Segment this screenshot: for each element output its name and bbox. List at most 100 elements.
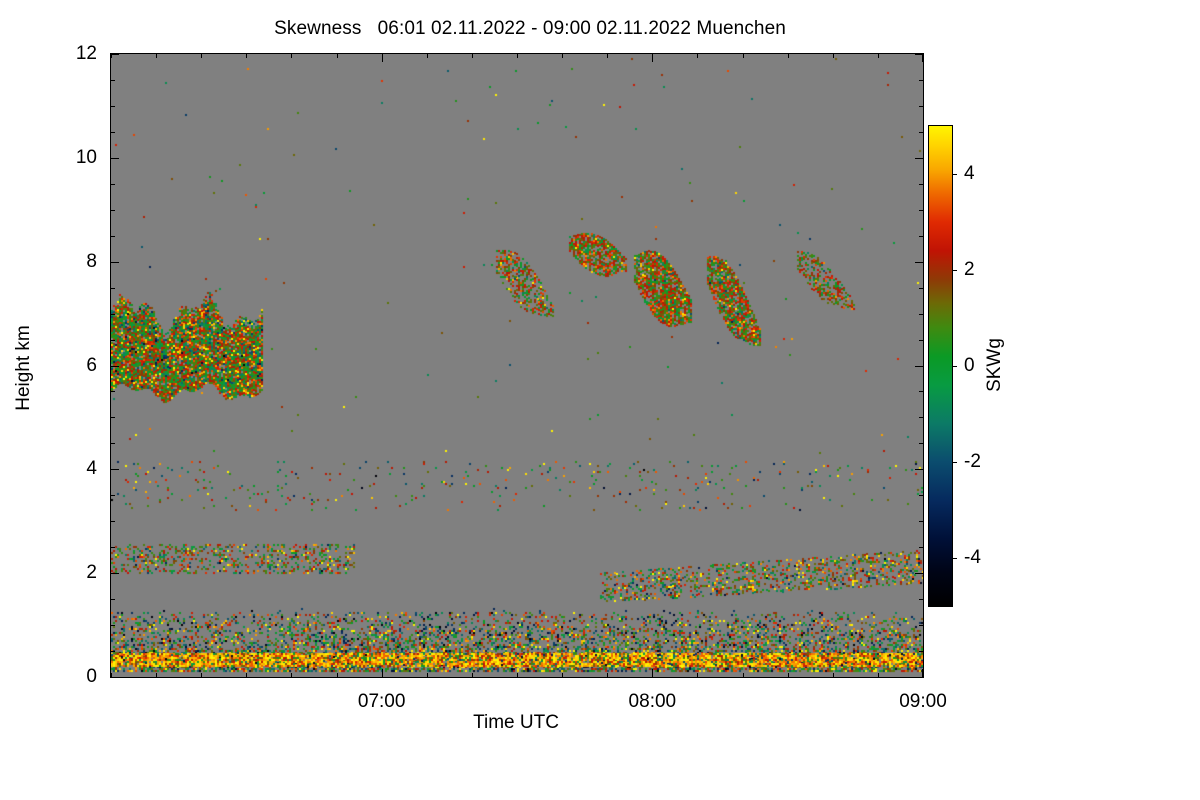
y-tick: [919, 495, 924, 497]
x-tick: [652, 669, 654, 678]
x-tick: [156, 53, 158, 58]
heatmap-plot-area: 0 2 4 6 8 10 12 07:00 08:00 09:00: [76, 43, 947, 712]
colorbar-tick: [952, 270, 957, 271]
colorbar-title: SKWg: [984, 338, 1005, 392]
x-tick-label: 08:00: [628, 691, 677, 712]
x-tick: [246, 53, 248, 58]
x-tick: [471, 53, 473, 58]
x-tick: [922, 669, 923, 678]
x-tick: [832, 673, 834, 678]
x-tick: [562, 53, 564, 58]
y-axis-title: Height km: [13, 325, 34, 411]
y-tick: [919, 625, 924, 627]
colorbar-tick: [952, 462, 957, 463]
y-tick: [919, 443, 924, 445]
x-tick: [787, 673, 789, 678]
y-tick: [919, 183, 924, 185]
colorbar-tick: [952, 558, 957, 559]
x-tick: [291, 673, 293, 678]
colorbar-tick-label: 2: [964, 259, 975, 280]
x-tick: [246, 673, 248, 678]
y-tick: [919, 79, 924, 81]
y-tick: [110, 599, 115, 601]
y-tick-label: 4: [86, 458, 97, 480]
x-tick: [291, 53, 293, 58]
y-tick: [915, 365, 924, 367]
colorbar: -4 -2 0 2 4: [928, 125, 981, 607]
y-tick: [110, 495, 115, 497]
x-tick: [877, 673, 879, 678]
y-tick: [110, 365, 119, 367]
x-tick: [562, 673, 564, 678]
x-tick: [787, 53, 789, 58]
y-tick: [919, 313, 924, 315]
x-tick: [697, 673, 699, 678]
x-tick-label: 07:00: [357, 691, 406, 712]
y-tick: [919, 287, 924, 289]
y-tick-label: 12: [75, 43, 97, 64]
y-tick: [110, 443, 115, 445]
x-tick: [922, 53, 923, 62]
x-tick: [381, 53, 383, 62]
x-tick: [607, 53, 609, 58]
y-tick: [919, 417, 924, 419]
x-tick: [426, 53, 428, 58]
y-tick: [110, 54, 119, 55]
y-tick: [915, 157, 924, 159]
y-tick-label: 8: [86, 250, 97, 272]
page-title: Skewness 06:01 02.11.2022 - 09:00 02.11.…: [274, 18, 786, 39]
y-tick: [915, 54, 924, 55]
x-tick: [877, 53, 879, 58]
y-tick-label: 6: [86, 354, 97, 376]
y-tick: [919, 547, 924, 549]
y-tick-label: 10: [75, 146, 97, 168]
y-tick-label: 2: [86, 562, 97, 584]
x-tick-label: 09:00: [899, 691, 947, 712]
x-tick: [426, 673, 428, 678]
x-tick: [336, 673, 338, 678]
y-tick: [110, 547, 115, 549]
colorbar-tick: [952, 366, 957, 367]
y-tick: [919, 339, 924, 341]
y-tick: [110, 105, 115, 107]
colorbar-tick: [952, 174, 957, 175]
y-tick-label: 0: [86, 666, 97, 687]
x-axis-title: Time UTC: [473, 712, 559, 733]
x-tick: [381, 669, 383, 678]
x-tick: [201, 53, 203, 58]
x-tick: [742, 673, 744, 678]
x-tick: [336, 53, 338, 58]
y-tick: [919, 209, 924, 211]
y-tick: [110, 651, 115, 653]
y-tick: [919, 235, 924, 237]
y-tick: [915, 261, 924, 263]
y-tick: [110, 391, 115, 393]
y-tick: [110, 573, 119, 575]
y-tick: [915, 677, 924, 678]
colorbar-tick-label: 4: [964, 163, 975, 184]
y-tick: [110, 209, 115, 211]
colorbar-tick-label: -4: [964, 547, 981, 568]
y-tick: [110, 521, 115, 523]
y-tick: [110, 417, 115, 419]
y-tick: [110, 79, 115, 81]
x-tick: [832, 53, 834, 58]
y-tick: [110, 469, 119, 471]
y-tick: [915, 573, 924, 575]
x-tick: [201, 673, 203, 678]
y-tick: [919, 651, 924, 653]
y-tick: [915, 469, 924, 471]
y-tick: [110, 313, 115, 315]
y-tick: [110, 183, 115, 185]
y-tick: [110, 287, 115, 289]
y-tick: [110, 625, 115, 627]
x-tick: [742, 53, 744, 58]
y-tick: [919, 521, 924, 523]
x-tick: [111, 53, 112, 58]
x-tick: [517, 53, 518, 58]
colorbar-tick-label: 0: [964, 355, 975, 376]
y-tick: [110, 235, 115, 237]
y-tick: [110, 157, 119, 159]
x-tick: [471, 673, 473, 678]
x-tick: [156, 673, 158, 678]
